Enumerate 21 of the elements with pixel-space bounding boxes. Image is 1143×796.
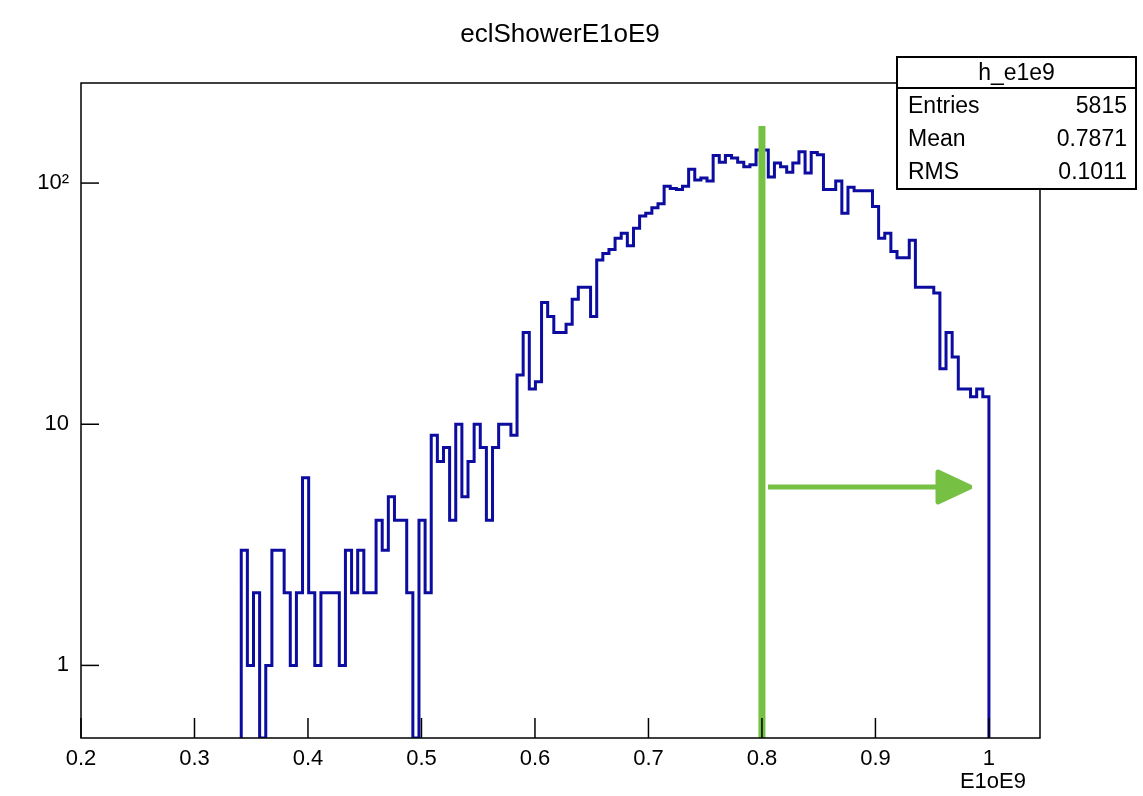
y-tick-label: 1	[56, 651, 69, 677]
x-tick-label: 0.2	[65, 745, 97, 771]
x-tick-label: 0.8	[746, 745, 778, 771]
x-tick-label: 0.7	[633, 745, 664, 771]
x-tick-label: 0.6	[519, 745, 551, 771]
annotation: Entries	[908, 91, 980, 120]
text: 0.1011	[1058, 157, 1127, 186]
x-axis-title: E1oE9	[959, 768, 1026, 793]
y-tick-label: 10	[44, 410, 69, 436]
annotation: RMS	[908, 157, 960, 186]
x-tick-label: 1	[982, 745, 996, 771]
text: 0.7871	[1056, 124, 1127, 153]
x-tick-label: 0.9	[860, 745, 891, 771]
y-tick-label: 10²	[37, 169, 69, 195]
x-tick-label: 0.4	[292, 745, 324, 771]
annotation: h_e1e9	[898, 58, 1135, 89]
text: 5815	[1075, 91, 1127, 120]
x-tick-label: 0.3	[179, 745, 210, 771]
x-tick-label: 0.5	[406, 745, 437, 771]
annotation: Mean	[908, 124, 966, 153]
chart-title: eclShowerE1oE9	[460, 18, 660, 48]
